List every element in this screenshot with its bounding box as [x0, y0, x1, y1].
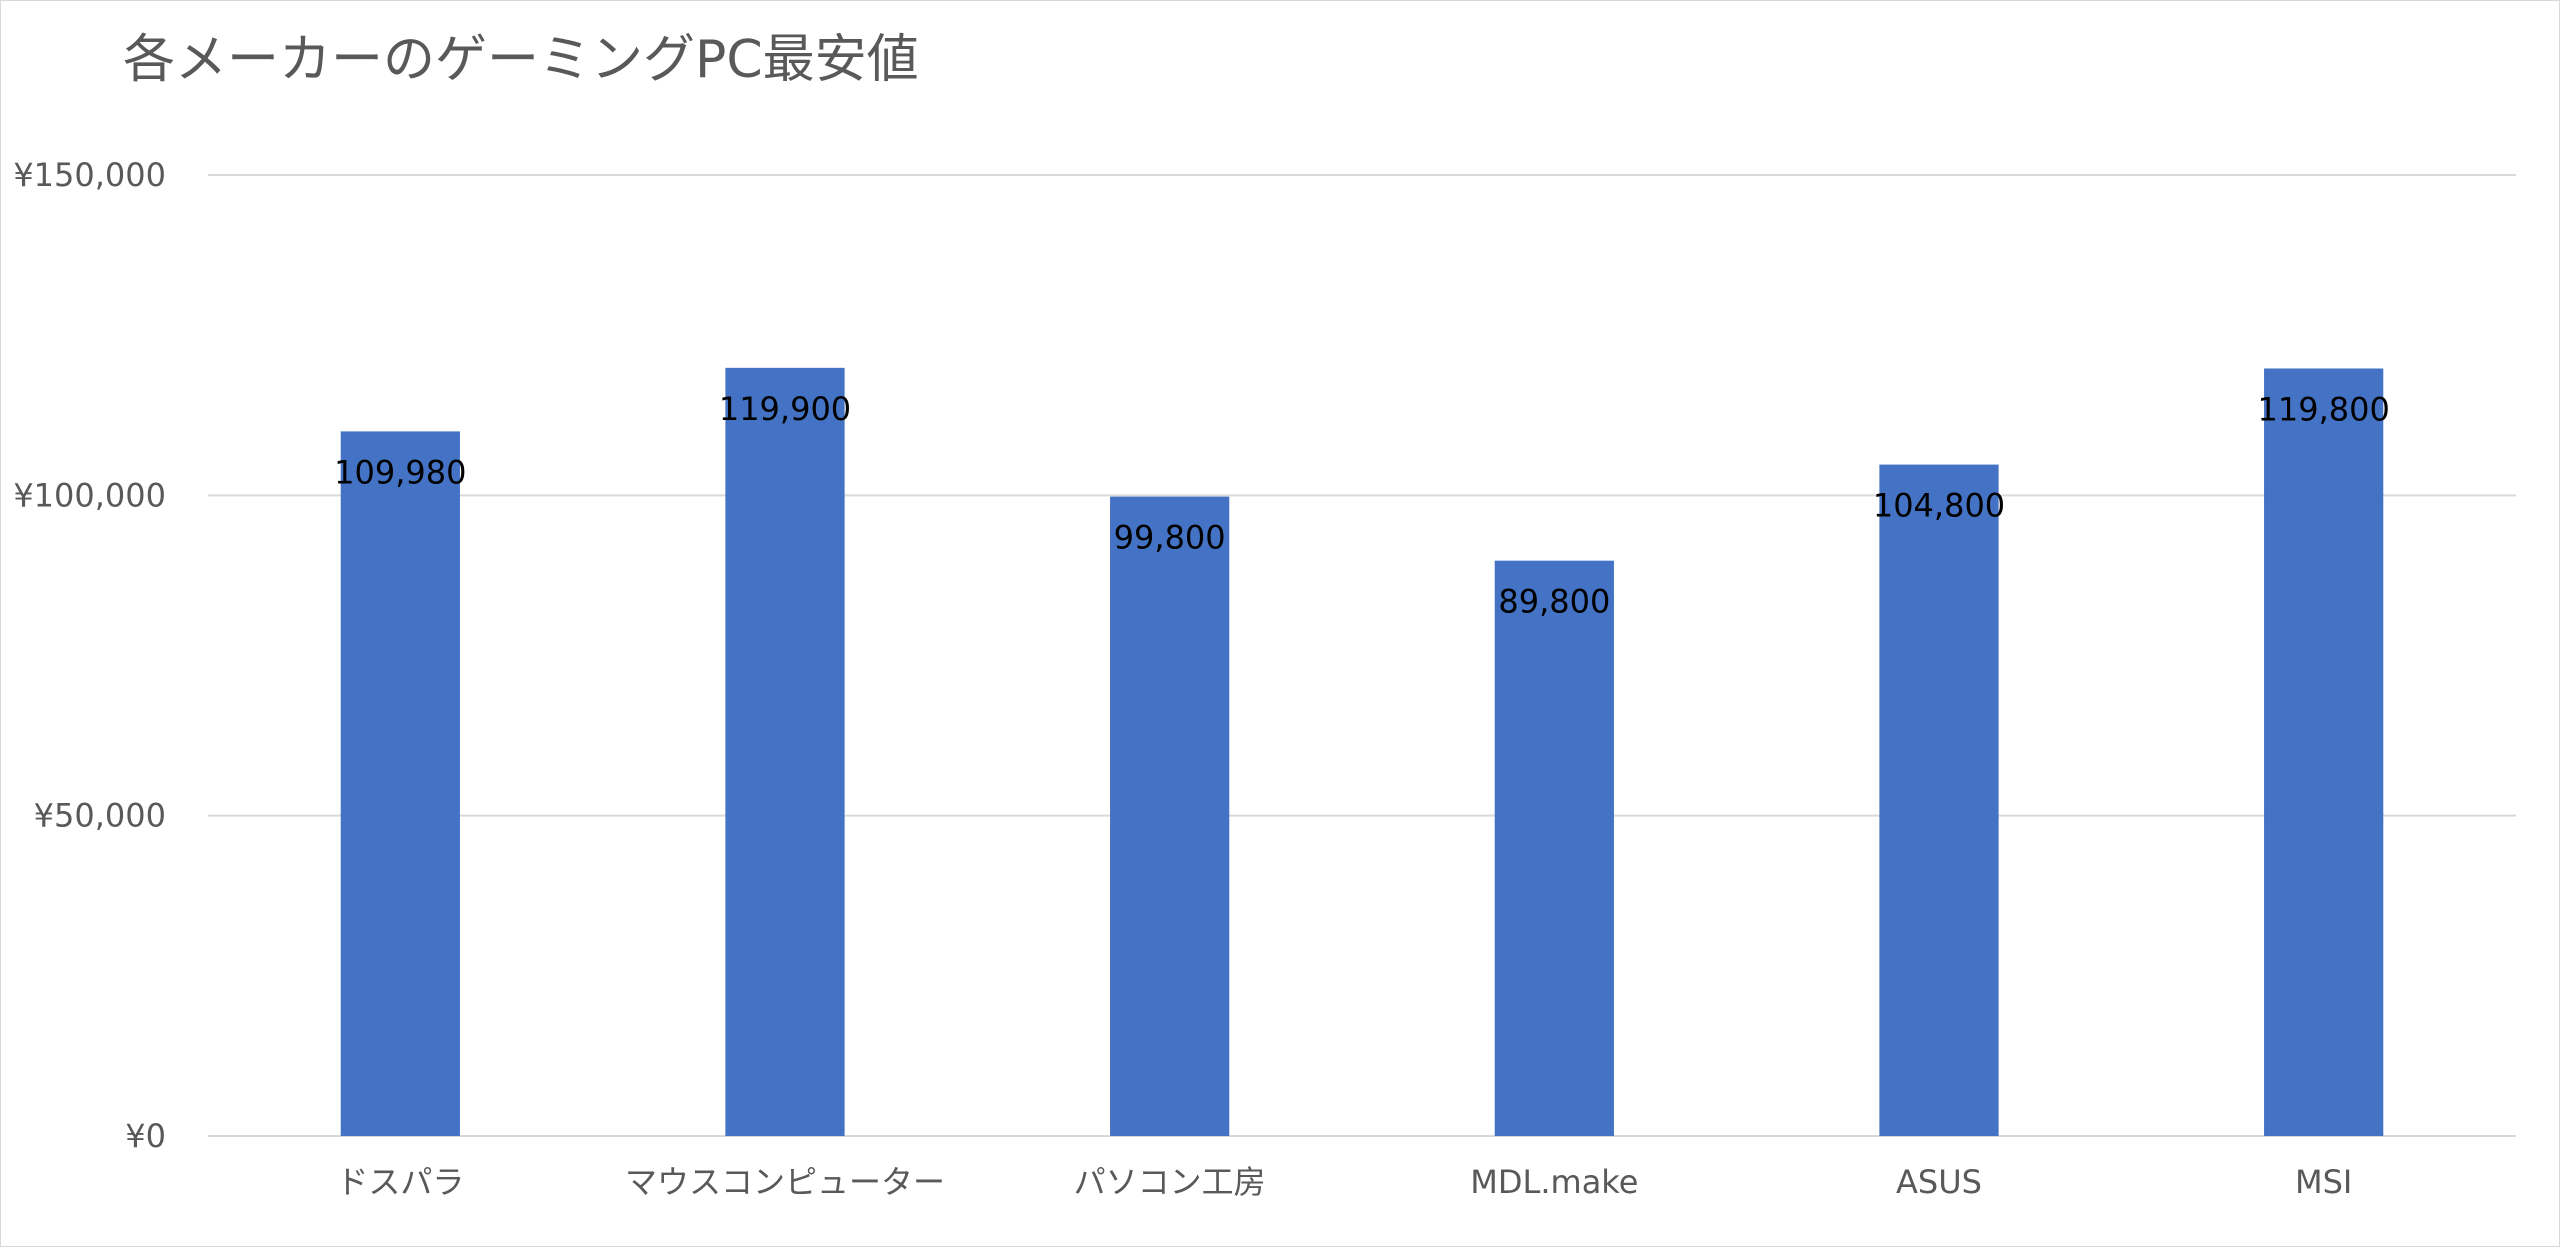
y-tick-label: ¥50,000 [34, 797, 166, 835]
data-label: 109,980 [334, 453, 466, 491]
data-label: 89,800 [1498, 583, 1610, 621]
bar [340, 431, 460, 1137]
y-tick-label: ¥100,000 [13, 476, 166, 514]
y-axis-tick-labels: ¥0 ¥50,000 ¥100,000 ¥150,000 [13, 156, 166, 1155]
chart-title: 各メーカーのゲーミングPC最安値 [123, 30, 919, 90]
category-label: ASUS [1896, 1163, 1982, 1201]
category-label: マウスコンピューター [625, 1163, 945, 1201]
bar [1110, 496, 1230, 1137]
data-label: 104,800 [1873, 487, 2005, 525]
data-labels: 109,980 119,900 99,800 89,800 104,800 119,800 [334, 390, 2390, 621]
category-label: MDL.make [1470, 1163, 1638, 1201]
category-label: MSI [2295, 1163, 2352, 1201]
bars [340, 367, 2384, 1137]
y-tick-label: ¥0 [125, 1117, 166, 1155]
y-tick-label: ¥150,000 [13, 156, 166, 194]
category-label: ドスパラ [336, 1163, 464, 1201]
data-label: 99,800 [1114, 519, 1226, 557]
bar [1494, 560, 1614, 1136]
data-label: 119,900 [719, 390, 851, 428]
category-label: パソコン工房 [1074, 1163, 1266, 1201]
bar [1879, 464, 1999, 1137]
bar [725, 367, 845, 1136]
data-label: 119,800 [2258, 390, 2390, 428]
bar [2264, 368, 2384, 1136]
gridlines [208, 174, 2516, 1137]
category-labels: ドスパラ マウスコンピューター パソコン工房 MDL.make ASUS MSI [336, 1163, 2352, 1201]
